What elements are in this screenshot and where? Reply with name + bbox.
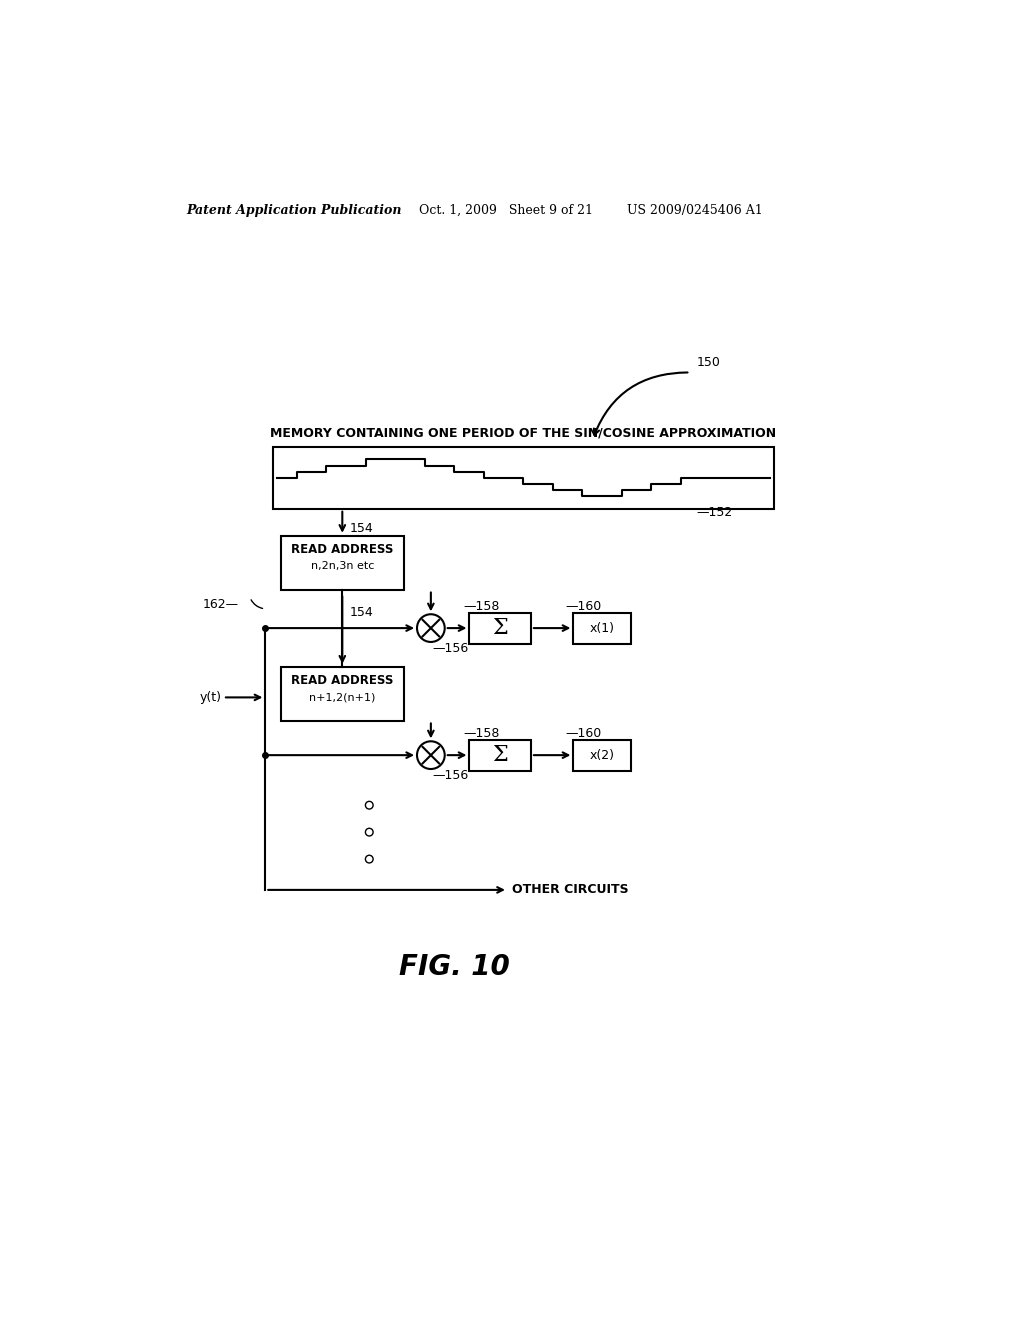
Bar: [573, 739, 631, 771]
Text: —160: —160: [565, 727, 602, 741]
Bar: [273, 447, 773, 508]
Text: 154: 154: [350, 521, 374, 535]
Text: 150: 150: [696, 356, 721, 370]
Text: x(1): x(1): [590, 622, 614, 635]
Text: READ ADDRESS: READ ADDRESS: [291, 675, 393, 686]
Text: Oct. 1, 2009   Sheet 9 of 21: Oct. 1, 2009 Sheet 9 of 21: [419, 205, 593, 218]
Text: Patent Application Publication: Patent Application Publication: [186, 205, 401, 218]
Text: y(t): y(t): [200, 690, 222, 704]
Text: OTHER CIRCUITS: OTHER CIRCUITS: [512, 883, 629, 896]
Bar: [469, 739, 531, 771]
Text: Σ: Σ: [493, 618, 508, 639]
Circle shape: [366, 829, 373, 836]
Text: 162—: 162—: [202, 598, 239, 611]
Circle shape: [417, 614, 444, 642]
Text: x(2): x(2): [590, 748, 614, 762]
Bar: [281, 536, 403, 590]
Text: READ ADDRESS: READ ADDRESS: [291, 543, 393, 556]
Bar: [281, 667, 403, 721]
Text: —158: —158: [463, 601, 500, 612]
Text: US 2009/0245406 A1: US 2009/0245406 A1: [628, 205, 763, 218]
Circle shape: [366, 801, 373, 809]
Text: n,2n,3n etc: n,2n,3n etc: [310, 561, 374, 572]
Circle shape: [366, 855, 373, 863]
Text: FIG. 10: FIG. 10: [398, 953, 509, 981]
Text: Σ: Σ: [493, 744, 508, 766]
Text: —152: —152: [696, 506, 733, 519]
Text: —156: —156: [432, 768, 469, 781]
Text: n+1,2(n+1): n+1,2(n+1): [309, 693, 376, 702]
Bar: [573, 612, 631, 644]
Text: MEMORY CONTAINING ONE PERIOD OF THE SIN/COSINE APPROXIMATION: MEMORY CONTAINING ONE PERIOD OF THE SIN/…: [270, 426, 776, 440]
Text: —158: —158: [463, 727, 500, 741]
Text: —156: —156: [432, 642, 469, 655]
Text: 154: 154: [350, 606, 374, 619]
Circle shape: [417, 742, 444, 770]
Text: —160: —160: [565, 601, 602, 612]
Bar: [469, 612, 531, 644]
